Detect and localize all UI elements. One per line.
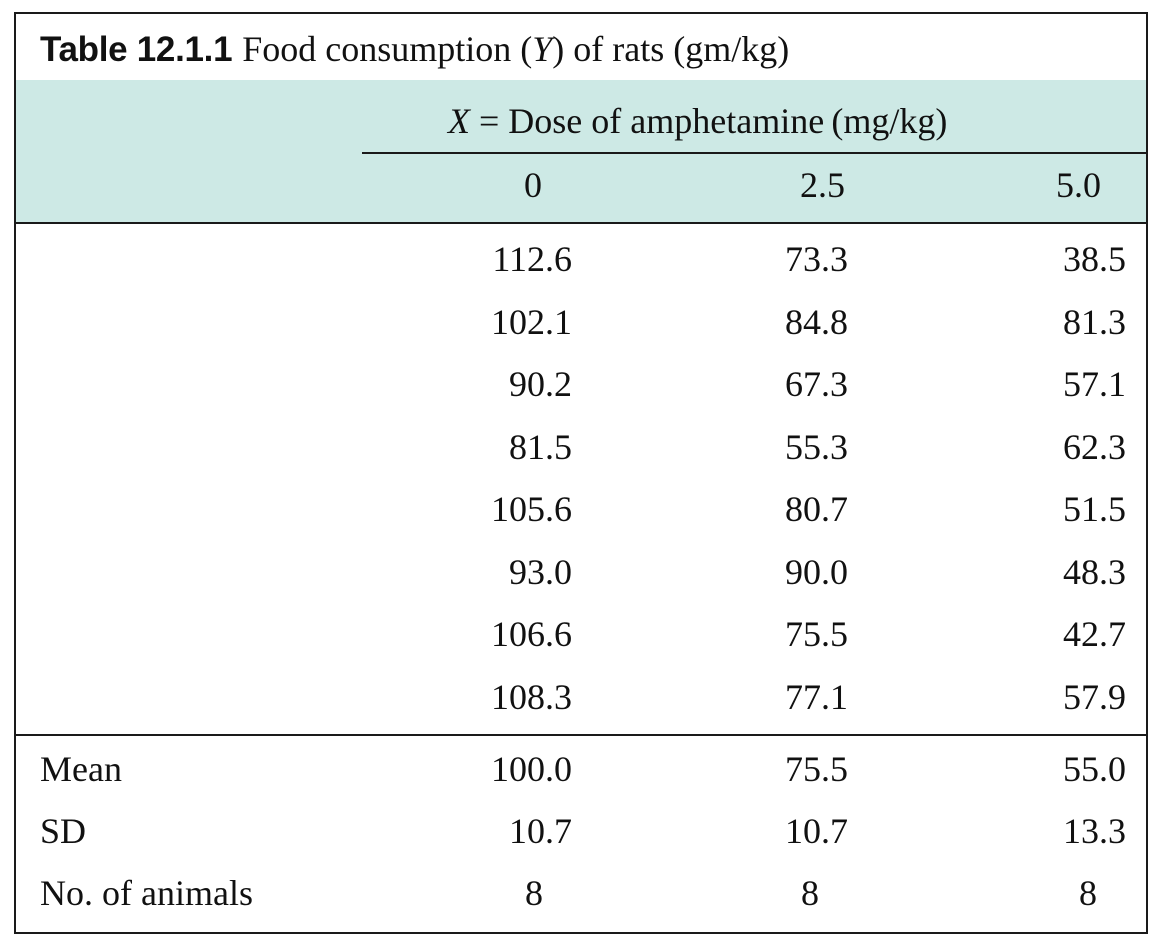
observation-cell: 62.3 [1063,426,1126,467]
dose-header: X = Dose of amphetamine (mg/kg) [448,100,947,142]
title-text-after: ) of rats (gm/kg) [552,29,790,69]
summary-row-label: SD [40,811,87,851]
observation-cell: 73.3 [785,239,848,279]
observation-cell: 84.8 [785,301,848,342]
dose-header-rule [362,152,1148,154]
dose-variable: X [448,101,470,141]
column-header-0: 0 [524,165,542,205]
summary-divider [16,734,1146,736]
observation-cell: 57.1 [1063,364,1126,404]
observation-cell: 51.5 [1063,489,1126,529]
observation-cell: 48.3 [1063,551,1126,592]
table-frame: Table 12.1.1 Food consumption (Y) of rats… [14,12,1148,934]
observation-cell: 90.0 [785,551,848,592]
observation-cell: 108.3 [491,676,572,717]
observation-cell: 75.5 [785,614,848,654]
title-variable: Y [532,29,553,69]
summary-cell: 55.0 [1063,749,1126,789]
observation-cell: 81.3 [1063,301,1126,342]
summary-cell: 8 [525,873,543,913]
observation-cell: 102.1 [491,301,572,342]
column-header-band: X = Dose of amphetamine (mg/kg) 0 2.5 5.… [16,80,1148,224]
summary-cell: 75.5 [785,749,848,789]
observation-cell: 90.2 [509,364,572,404]
summary-row-label: Mean [40,749,122,789]
summary-cell: 8 [801,873,819,913]
observation-cell: 38.5 [1063,239,1126,279]
dose-text: = Dose of amphetamine (mg/kg) [470,101,948,141]
table-number: Table 12.1.1 [40,30,233,69]
observation-cell: 55.3 [785,426,848,467]
observation-cell: 80.7 [785,489,848,529]
observation-cell: 77.1 [785,676,848,717]
observation-cell: 57.9 [1063,676,1126,717]
observation-cell: 42.7 [1063,614,1126,654]
observation-cell: 106.6 [491,614,572,654]
table-caption: Table 12.1.1 Food consumption (Y) of rats… [16,14,1146,80]
observation-cell: 81.5 [509,426,572,467]
observation-cell: 67.3 [785,364,848,404]
observation-cell: 112.6 [492,239,572,279]
summary-cell: 100.0 [491,749,572,789]
summary-cell: 13.3 [1063,811,1126,851]
summary-cell: 10.7 [509,811,572,851]
summary-cell: 8 [1079,873,1097,913]
summary-cell: 10.7 [785,811,848,851]
table-title: Table 12.1.1 Food consumption (Y) of rats… [40,28,789,70]
column-header-2-5: 2.5 [800,165,845,205]
summary-row-label: No. of animals [40,873,253,913]
title-text-before: Food consumption ( [242,29,533,69]
observation-cell: 93.0 [509,551,572,592]
observation-cell: 105.6 [491,489,572,529]
column-header-5-0: 5.0 [1056,165,1101,205]
